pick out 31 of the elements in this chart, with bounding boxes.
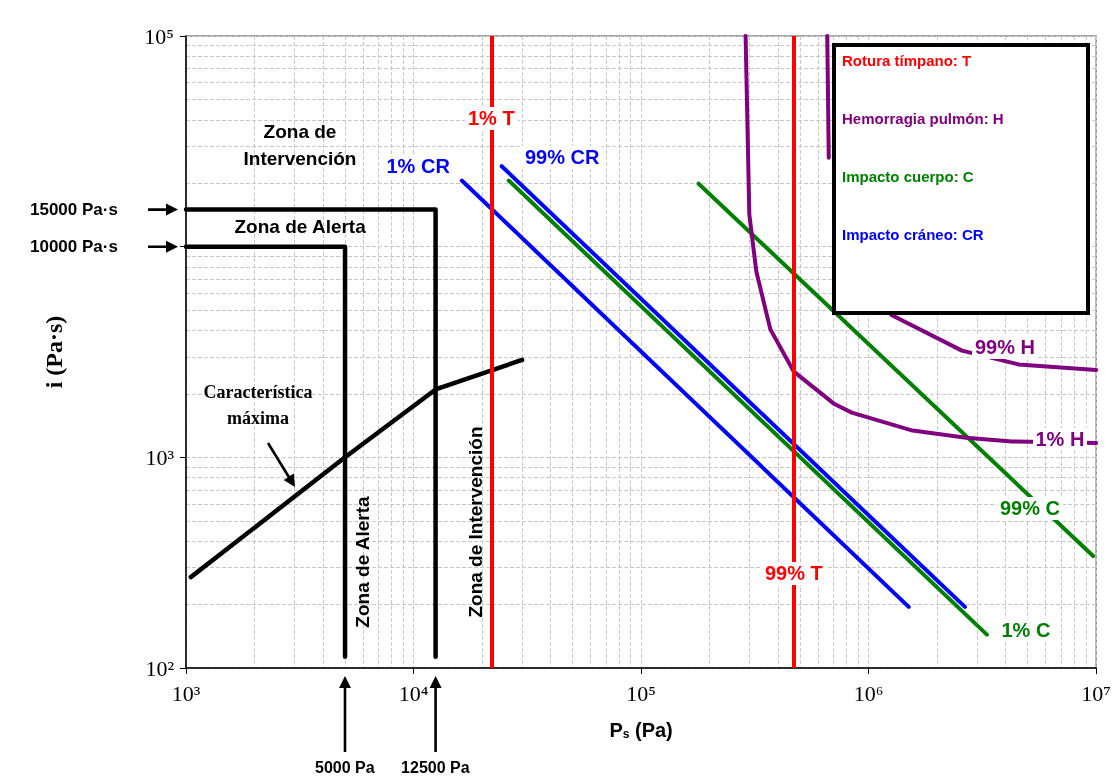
series-label: 99% C xyxy=(997,496,1064,520)
x-tick-label: 10⁵ xyxy=(626,680,656,706)
annotation: Hemorragia pulmón: H xyxy=(842,109,1004,127)
annotation: Zona de Intervención xyxy=(464,426,487,618)
text: 10000 Pa·s xyxy=(30,236,118,257)
y-tick-label: 10² xyxy=(145,655,175,681)
ref-line-label: 1% T xyxy=(464,106,518,130)
annotation: Impacto cuerpo: C xyxy=(842,167,974,185)
x-tick-label: 10⁷ xyxy=(1081,680,1111,706)
annotation: Rotura tímpano: T xyxy=(842,51,972,69)
text: 15000 Pa·s xyxy=(30,199,118,220)
x-tick-label: 10⁶ xyxy=(853,680,884,706)
y-axis-title: i (Pa·s) xyxy=(41,315,67,389)
annotation: Zona de Intervención xyxy=(242,119,358,172)
annotation: Zona de Alerta xyxy=(234,216,366,238)
x-tick-label: 10³ xyxy=(171,680,201,706)
y-tick-label: 10³ xyxy=(145,444,175,470)
series-label: 1% CR xyxy=(383,154,453,178)
annotation: Zona de Alerta xyxy=(351,496,374,628)
series-label: 1% C xyxy=(998,618,1054,642)
text: 5000 Pa xyxy=(315,759,375,777)
series-label: 99% CR xyxy=(522,145,603,169)
x-axis-title: Ps (Pa) xyxy=(609,719,673,741)
y-tick-label: 10⁵ xyxy=(144,23,174,49)
annotation: Impacto cráneo: CR xyxy=(842,225,984,243)
ref-line-label: 99% T xyxy=(762,561,826,585)
annotation: Característica máxima xyxy=(202,381,314,431)
x-tick-label: 10⁴ xyxy=(398,680,429,706)
text: 12500 Pa xyxy=(401,759,470,777)
series-label: 99% H xyxy=(972,335,1039,359)
series-label: 1% H xyxy=(1032,427,1088,451)
